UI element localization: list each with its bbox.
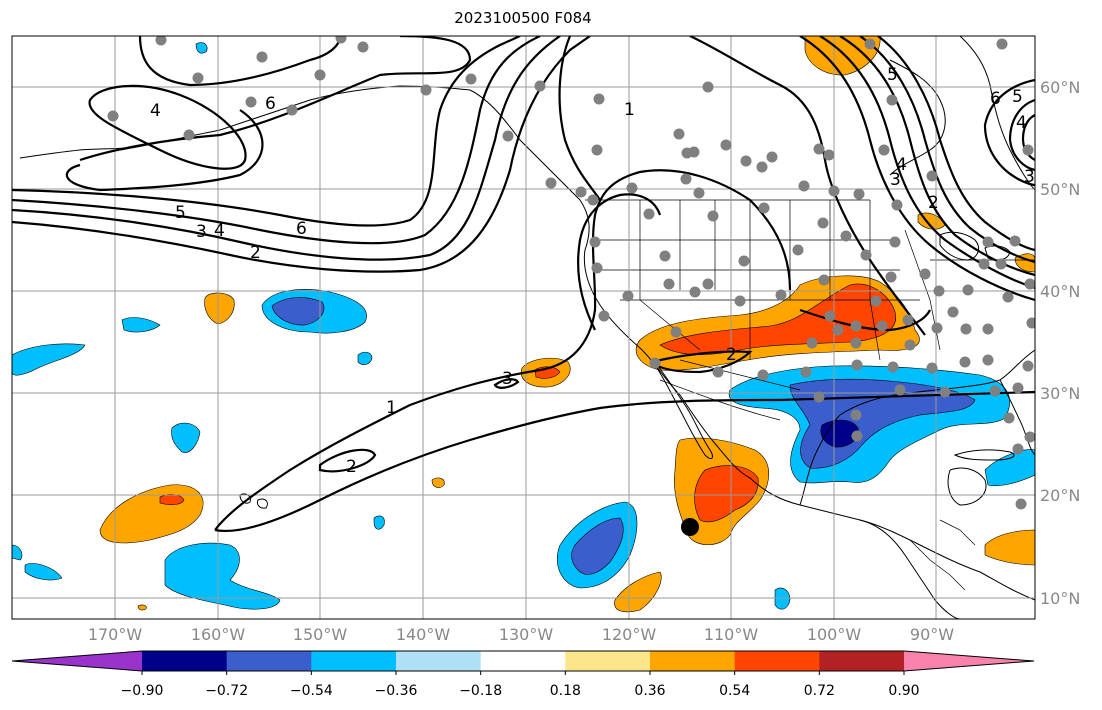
colorbar-tick-label: 0.72 <box>804 683 835 699</box>
colorbar-tick-label: −0.54 <box>290 683 333 699</box>
lon-label: 140°W <box>396 625 451 644</box>
contour-label: 5 <box>175 203 186 223</box>
colorbar-swatch <box>650 651 736 671</box>
colorbar-swatch <box>142 651 228 671</box>
colorbar-swatch <box>734 651 820 671</box>
colorbar-tick-label: −0.72 <box>205 683 248 699</box>
lon-label: 170°W <box>88 625 143 644</box>
map-title: 2023100500 F084 <box>454 9 592 27</box>
lon-label: 90°W <box>910 625 954 644</box>
lat-label: 30°N <box>1040 384 1080 403</box>
contour-lines <box>12 36 1035 532</box>
contour-label: 4 <box>1016 113 1027 133</box>
lon-label: 100°W <box>807 625 862 644</box>
contour-label: 5 <box>887 65 898 85</box>
colorbar-swatch <box>480 651 566 671</box>
lon-label: 110°W <box>704 625 759 644</box>
longitude-labels: 170°W 160°W 150°W 140°W 130°W 120°W 110°… <box>88 625 954 644</box>
lon-label: 150°W <box>293 625 348 644</box>
colorbar-swatch <box>226 651 312 671</box>
contour-label: 5 <box>1012 87 1023 107</box>
colorbar-tick-label: 0.90 <box>888 683 919 699</box>
contour-label: 2 <box>346 457 357 477</box>
contour-label: 3 <box>1024 167 1035 187</box>
colorbar-extend-high <box>904 651 1034 671</box>
lat-label: 10°N <box>1040 589 1080 608</box>
lon-label: 160°W <box>191 625 246 644</box>
contour-label: 3 <box>890 170 901 190</box>
contour-label: 2 <box>928 193 939 213</box>
contour-label: 2 <box>250 243 261 263</box>
colorbar-tick-label: 0.54 <box>719 683 750 699</box>
contour-label: 3 <box>502 369 513 389</box>
contour-label: 4 <box>150 101 161 121</box>
contour-label: 6 <box>265 94 276 114</box>
contour-label: 2 <box>726 345 737 365</box>
colorbar-swatch <box>396 651 482 671</box>
contour-label: 6 <box>296 219 307 239</box>
colorbar-swatch <box>565 651 651 671</box>
colorbar-tick-label: −0.18 <box>459 683 502 699</box>
lon-label: 120°W <box>602 625 657 644</box>
lon-label: 130°W <box>499 625 554 644</box>
graticule <box>12 36 1035 619</box>
colorbar-tick-label: −0.36 <box>375 683 418 699</box>
map-frame <box>11 35 1036 620</box>
lat-label: 20°N <box>1040 486 1080 505</box>
latitude-labels: 60°N 50°N 40°N 30°N 20°N 10°N <box>1040 78 1080 608</box>
contour-label: 1 <box>386 398 397 418</box>
colorbar-swatch <box>311 651 397 671</box>
colorbar-tick-label: 0.36 <box>634 683 665 699</box>
contour-label: 4 <box>896 155 907 175</box>
lat-label: 50°N <box>1040 180 1080 199</box>
lat-label: 60°N <box>1040 78 1080 97</box>
colorbar-tick-label: −0.90 <box>121 683 164 699</box>
location-marker <box>681 518 699 536</box>
colorbar: −0.90 −0.72 −0.54 −0.36 −0.18 0.18 0.36 0.54 0.7… <box>11 650 1035 699</box>
contour-labels: 4 6 5 3 4 2 6 1 2 1 2 5 4 3 2 6 5 4 3 6 … <box>150 65 1035 477</box>
contour-label: 3 <box>196 222 207 242</box>
colorbar-extend-low <box>12 651 142 671</box>
colorbar-tick-label: 0.18 <box>550 683 581 699</box>
station-markers <box>107 36 1035 510</box>
contour-label: 4 <box>214 221 225 241</box>
contour-label: 1 <box>624 100 635 120</box>
colorbar-swatch <box>819 651 905 671</box>
contour-label: 6 <box>990 89 1001 109</box>
lat-label: 40°N <box>1040 282 1080 301</box>
